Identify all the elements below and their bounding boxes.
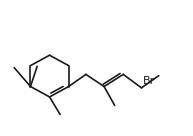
Text: Br: Br [143,76,156,86]
